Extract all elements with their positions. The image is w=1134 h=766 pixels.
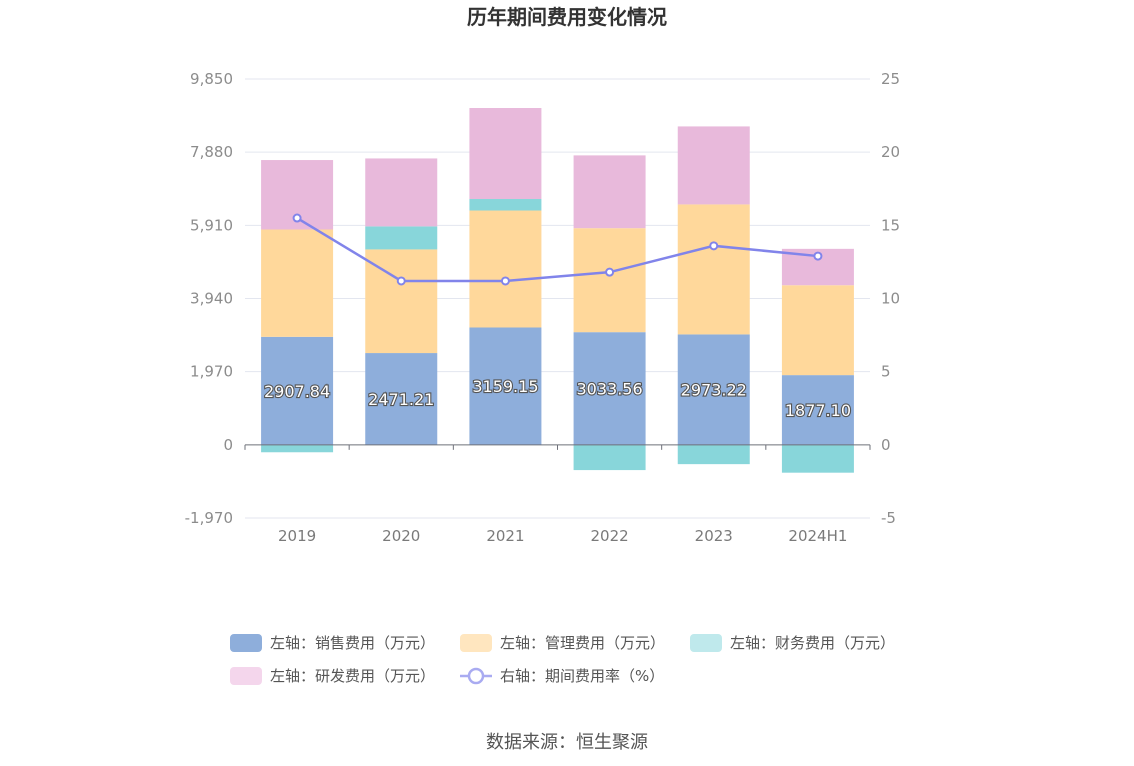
right-tick-label: 15 [881,216,900,234]
rate-point-2020 [396,276,406,286]
left-tick-label: 1,970 [190,363,233,381]
right-tick-label: 25 [881,70,900,88]
sales-value-label: 2907.84 [264,382,330,401]
chart-title: 历年期间费用变化情况 [467,5,667,29]
bar-3-2020 [365,226,438,250]
sales-value-label: 3159.15 [472,377,538,396]
bar-1-2022 [573,332,646,445]
category-label: 2021 [486,527,524,545]
rate-point-2021 [500,276,510,286]
bar-4-2020 [365,158,438,227]
line-series [292,213,823,286]
bar-2-2022 [573,228,646,333]
right-tick-label: 10 [881,290,900,308]
bar-1-2019 [261,336,334,445]
left-tick-label: -1,970 [185,509,233,527]
legend-swatch [230,667,262,685]
category-labels: 2019 2020 2021 2022 2023 2024H1 [278,527,847,545]
left-tick-label: 5,910 [190,216,233,234]
left-axis: -1,970 0 1,970 3,940 5,910 7,880 9,850 [185,70,233,527]
bar-1-2023 [677,334,750,445]
bar-1-2024H1 [781,375,854,445]
legend-marker [467,667,485,685]
bar-2-2019 [261,229,334,337]
sales-value-label: 1877.10 [785,401,851,420]
sales-value-label: 2471.21 [368,390,434,409]
legend-item-1: 左轴：销售费用（万元） [230,634,435,652]
legend-swatch [460,634,492,652]
bar-series [261,108,854,473]
left-tick-label: 0 [223,436,233,454]
rate-point-2023 [709,241,719,251]
bar-4-2023 [677,126,750,205]
category-label: 2020 [382,527,420,545]
bar-3-2023 [677,444,750,465]
legend-label: 右轴：期间费用率（%） [500,667,664,685]
bar-2-2023 [677,204,750,335]
legend-item-2: 左轴：管理费用（万元） [460,634,665,652]
bar-3-2021 [469,198,542,211]
left-tick-label: 7,880 [190,143,233,161]
bar-4-2021 [469,108,542,199]
bar-3-2024H1 [781,444,854,473]
legend-label: 左轴：管理费用（万元） [500,634,665,652]
category-label: 2019 [278,527,316,545]
legend-item-5: 右轴：期间费用率（%） [460,667,664,685]
right-tick-label: -5 [881,509,896,527]
sales-value-label: 2973.22 [681,381,747,400]
rate-line [296,216,819,283]
sales-value-label: 3033.56 [576,379,642,398]
legend-label: 左轴：销售费用（万元） [270,634,435,652]
legend-label: 左轴：财务费用（万元） [730,634,895,652]
rate-point-2019 [292,213,302,223]
legend-item-4: 左轴：研发费用（万元） [230,667,435,685]
category-label: 2022 [590,527,628,545]
bar-3-2022 [573,444,646,471]
x-axis [244,444,871,450]
bar-4-2022 [573,155,646,229]
rate-point-2024H1 [813,251,823,261]
right-tick-label: 5 [881,363,891,381]
bar-3-2019 [261,444,334,453]
bar-2-2024H1 [781,285,854,376]
legend-swatch [690,634,722,652]
left-tick-label: 3,940 [190,290,233,308]
left-tick-label: 9,850 [190,70,233,88]
right-axis: -5 0 5 10 15 20 25 [881,70,900,527]
data-labels: 2907.84 2471.21 3159.15 3033.56 2973.22 1877.… [263,376,852,421]
bar-2-2021 [469,210,542,328]
source-note: 数据来源：恒生聚源 [486,732,648,753]
rate-point-2022 [605,267,615,277]
legend-swatch [230,634,262,652]
legend-item-3: 左轴：财务费用（万元） [690,634,895,652]
category-label: 2023 [695,527,733,545]
grid-lines [245,78,870,519]
bar-1-2020 [365,353,438,445]
bar-1-2021 [469,327,542,445]
legend: 左轴：销售费用（万元） 左轴：管理费用（万元） 左轴：财务费用（万元） 左轴：研发费用… [230,634,895,685]
right-tick-label: 20 [881,143,900,161]
legend-label: 左轴：研发费用（万元） [270,667,435,685]
category-label: 2024H1 [788,527,847,545]
right-tick-label: 0 [881,436,891,454]
